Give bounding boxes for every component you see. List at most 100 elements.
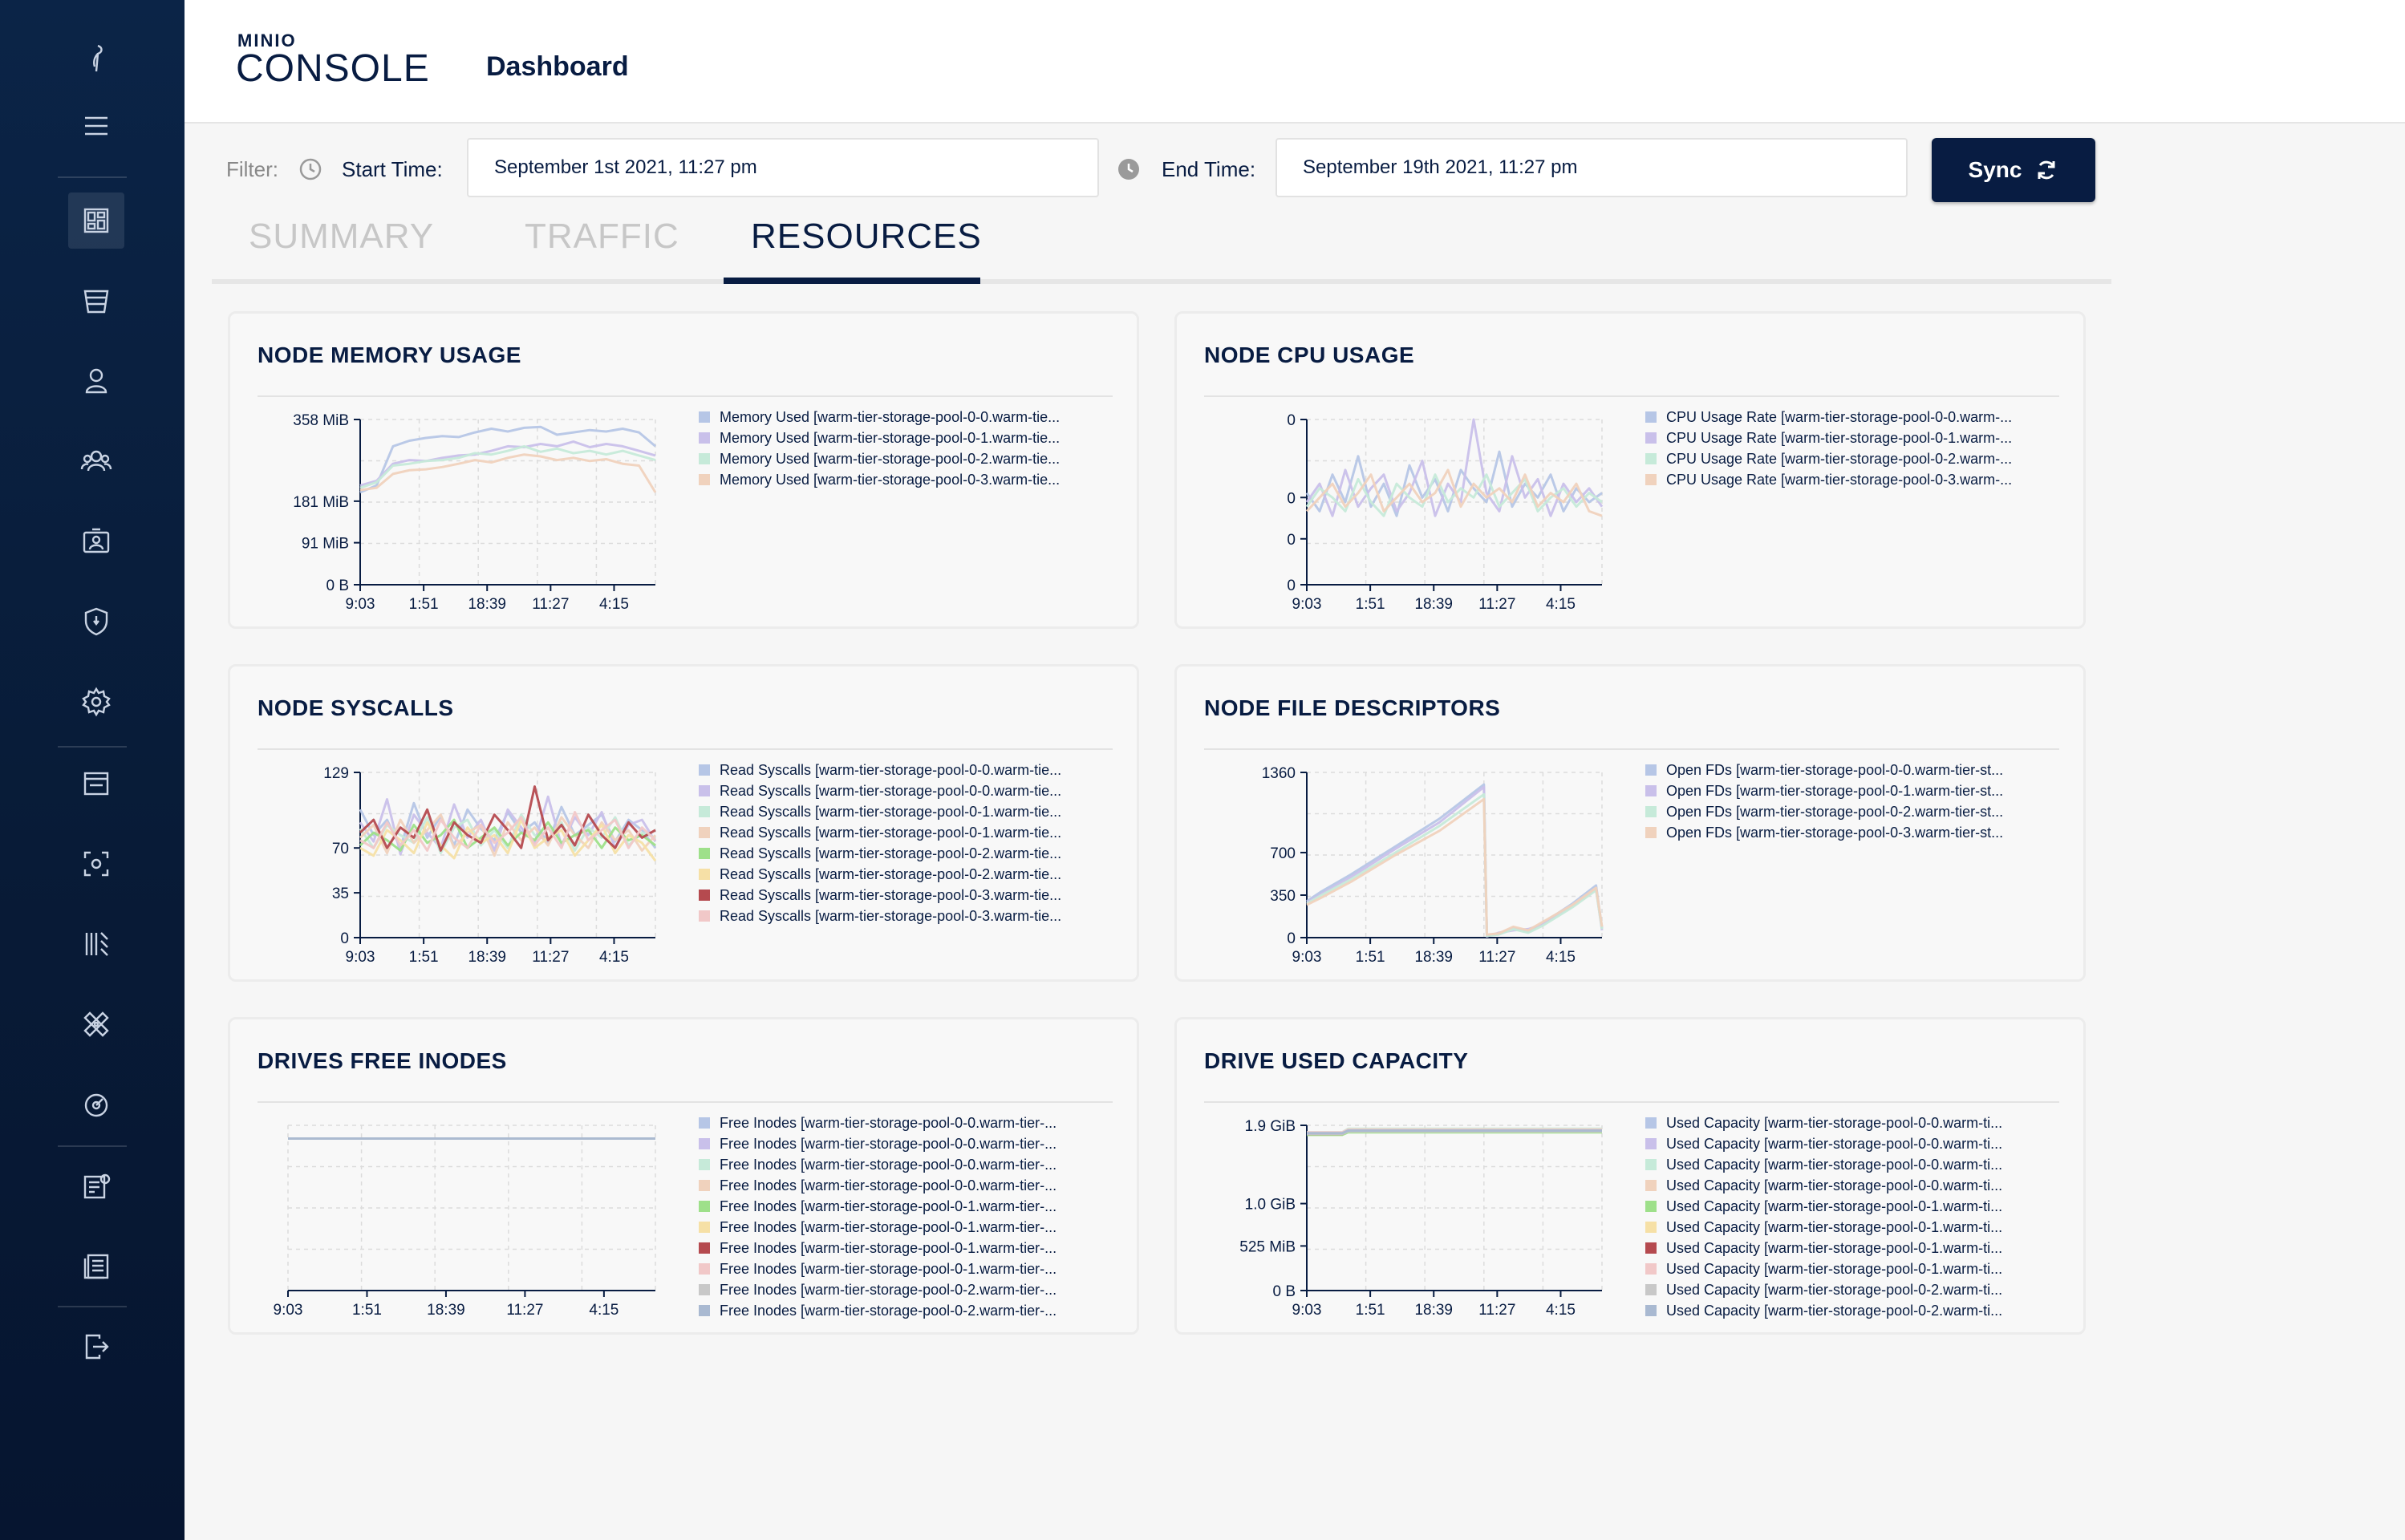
legend-label: Open FDs [warm-tier-storage-pool-0-0.war…	[1666, 761, 2004, 778]
legend-item[interactable]: Used Capacity [warm-tier-storage-pool-0-…	[1645, 1154, 2062, 1175]
legend-label: Memory Used [warm-tier-storage-pool-0-3.…	[720, 471, 1061, 488]
x-tick-label: 1:51	[409, 949, 439, 966]
legend-item[interactable]: Used Capacity [warm-tier-storage-pool-0-…	[1645, 1175, 2062, 1196]
series-line	[1306, 797, 1604, 936]
legend-label: Free Inodes [warm-tier-storage-pool-0-2.…	[720, 1281, 1057, 1298]
window-icon[interactable]	[68, 756, 124, 812]
chart-svg: 1.9 GiB 1.0 GiB 525 MiB 0 B 9:03 1:51 18:39 11:…	[1239, 1118, 1603, 1319]
legend-label: Free Inodes [warm-tier-storage-pool-0-0.…	[720, 1135, 1057, 1152]
legend-swatch	[699, 1201, 710, 1212]
drives-free-inodes-panel: DRIVES FREE INODES 9:03 1:51 18:39 11:27 4:1…	[228, 1017, 1139, 1335]
legend-item[interactable]: Read Syscalls [warm-tier-storage-pool-0-…	[699, 760, 1116, 780]
legend-item[interactable]: Memory Used [warm-tier-storage-pool-0-1.…	[699, 428, 1116, 448]
tab-traffic[interactable]: TRAFFIC	[525, 217, 679, 256]
y-tick-label: 0	[1287, 578, 1296, 594]
tab-resources[interactable]: RESOURCES	[751, 217, 982, 256]
bucket-icon[interactable]	[68, 273, 124, 329]
legend-item[interactable]: CPU Usage Rate [warm-tier-storage-pool-0…	[1645, 428, 2062, 448]
legend-item[interactable]: Open FDs [warm-tier-storage-pool-0-1.war…	[1645, 780, 2062, 801]
legend-item[interactable]: Used Capacity [warm-tier-storage-pool-0-…	[1645, 1112, 2062, 1133]
legend-swatch	[1645, 827, 1657, 838]
legend-label: Free Inodes [warm-tier-storage-pool-0-1.…	[720, 1218, 1057, 1235]
end-time-label: End Time:	[1162, 157, 1256, 181]
legend-item[interactable]: Used Capacity [warm-tier-storage-pool-0-…	[1645, 1133, 2062, 1154]
legend-item[interactable]: Used Capacity [warm-tier-storage-pool-0-…	[1645, 1196, 2062, 1217]
legend-label: CPU Usage Rate [warm-tier-storage-pool-0…	[1666, 429, 2013, 446]
user-icon[interactable]	[68, 353, 124, 409]
legend-item[interactable]: Memory Used [warm-tier-storage-pool-0-0.…	[699, 407, 1116, 428]
y-tick-label: 0 B	[326, 578, 349, 594]
heal-icon[interactable]	[68, 996, 124, 1052]
legend-item[interactable]: Free Inodes [warm-tier-storage-pool-0-0.…	[699, 1154, 1116, 1175]
legend-item[interactable]: Free Inodes [warm-tier-storage-pool-0-1.…	[699, 1258, 1116, 1279]
legend-item[interactable]: Read Syscalls [warm-tier-storage-pool-0-…	[699, 906, 1116, 926]
legend-item[interactable]: Free Inodes [warm-tier-storage-pool-0-2.…	[699, 1279, 1116, 1300]
legend-item[interactable]: Used Capacity [warm-tier-storage-pool-0-…	[1645, 1279, 2062, 1300]
legend-item[interactable]: Read Syscalls [warm-tier-storage-pool-0-…	[699, 780, 1116, 801]
legend-swatch	[699, 1138, 710, 1149]
y-tick-label: 0	[340, 930, 349, 947]
legend-item[interactable]: Read Syscalls [warm-tier-storage-pool-0-…	[699, 801, 1116, 822]
legend-item[interactable]: Open FDs [warm-tier-storage-pool-0-3.war…	[1645, 822, 2062, 843]
legend-label: Used Capacity [warm-tier-storage-pool-0-…	[1666, 1302, 2003, 1319]
legend-item[interactable]: Free Inodes [warm-tier-storage-pool-0-1.…	[699, 1196, 1116, 1217]
legend-item[interactable]: Free Inodes [warm-tier-storage-pool-0-0.…	[699, 1175, 1116, 1196]
legend-item[interactable]: Memory Used [warm-tier-storage-pool-0-3.…	[699, 469, 1116, 490]
legend-item[interactable]: Read Syscalls [warm-tier-storage-pool-0-…	[699, 864, 1116, 885]
legend-item[interactable]: Read Syscalls [warm-tier-storage-pool-0-…	[699, 843, 1116, 864]
legend-item[interactable]: Free Inodes [warm-tier-storage-pool-0-1.…	[699, 1217, 1116, 1238]
series-line	[1307, 1131, 1602, 1137]
legend-swatch	[1645, 1284, 1657, 1295]
legend-item[interactable]: Read Syscalls [warm-tier-storage-pool-0-…	[699, 822, 1116, 843]
legend-item[interactable]: Used Capacity [warm-tier-storage-pool-0-…	[1645, 1258, 2062, 1279]
license-icon[interactable]	[68, 1158, 124, 1214]
legend-item[interactable]: CPU Usage Rate [warm-tier-storage-pool-0…	[1645, 469, 2062, 490]
legend-item[interactable]: CPU Usage Rate [warm-tier-storage-pool-0…	[1645, 448, 2062, 469]
legend-swatch	[1645, 1180, 1657, 1191]
tiers-icon[interactable]	[68, 916, 124, 972]
speedometer-icon[interactable]	[68, 1076, 124, 1133]
legend-item[interactable]: Used Capacity [warm-tier-storage-pool-0-…	[1645, 1217, 2062, 1238]
minio-bird-icon[interactable]	[68, 30, 124, 87]
legend-item[interactable]: Used Capacity [warm-tier-storage-pool-0-…	[1645, 1238, 2062, 1258]
chart-svg: 129 70 35 0 9:03 1:51 18:39 11:27 4:15	[323, 765, 657, 966]
legend-item[interactable]: Memory Used [warm-tier-storage-pool-0-2.…	[699, 448, 1116, 469]
legend-swatch	[1645, 1222, 1657, 1233]
legend-label: Used Capacity [warm-tier-storage-pool-0-…	[1666, 1260, 2003, 1277]
tab-summary[interactable]: SUMMARY	[249, 217, 435, 256]
legend-swatch	[1645, 1263, 1657, 1275]
groups-icon[interactable]	[68, 433, 124, 489]
legend-label: CPU Usage Rate [warm-tier-storage-pool-0…	[1666, 408, 2013, 425]
series-line	[359, 795, 657, 856]
legend-item[interactable]: Open FDs [warm-tier-storage-pool-0-2.war…	[1645, 801, 2062, 822]
legend-item[interactable]: Free Inodes [warm-tier-storage-pool-0-0.…	[699, 1112, 1116, 1133]
legend-item[interactable]: Free Inodes [warm-tier-storage-pool-0-1.…	[699, 1238, 1116, 1258]
screenshot-icon[interactable]	[68, 836, 124, 892]
legend-swatch	[699, 827, 710, 838]
service-accounts-icon[interactable]	[68, 513, 124, 569]
documentation-icon[interactable]	[68, 1238, 124, 1295]
series-line	[1305, 468, 1603, 517]
series-line	[359, 813, 656, 855]
legend-swatch	[699, 869, 710, 880]
chart-legend: Memory Used [warm-tier-storage-pool-0-0.…	[699, 407, 1116, 490]
legend-item[interactable]: Used Capacity [warm-tier-storage-pool-0-…	[1645, 1300, 2062, 1321]
sync-button[interactable]: Sync	[1932, 138, 2095, 202]
y-tick-label: 0	[1287, 532, 1296, 549]
dashboard-icon[interactable]	[68, 192, 124, 249]
x-tick-label: 18:39	[1414, 596, 1453, 613]
panel-title: DRIVE USED CAPACITY	[1204, 1048, 1469, 1073]
legend-item[interactable]: Open FDs [warm-tier-storage-pool-0-0.war…	[1645, 760, 2062, 780]
legend-item[interactable]: Free Inodes [warm-tier-storage-pool-0-0.…	[699, 1133, 1116, 1154]
legend-item[interactable]: CPU Usage Rate [warm-tier-storage-pool-0…	[1645, 407, 2062, 428]
end-time-input[interactable]	[1276, 138, 1908, 197]
menu-icon[interactable]	[68, 98, 124, 154]
legend-item[interactable]: Read Syscalls [warm-tier-storage-pool-0-…	[699, 885, 1116, 906]
settings-icon[interactable]	[68, 674, 124, 730]
logout-icon[interactable]	[68, 1319, 124, 1375]
start-time-input[interactable]	[467, 138, 1099, 197]
legend-swatch	[1645, 1159, 1657, 1170]
shield-icon[interactable]	[68, 594, 124, 650]
legend-item[interactable]: Free Inodes [warm-tier-storage-pool-0-2.…	[699, 1300, 1116, 1321]
legend-swatch	[699, 1263, 710, 1275]
